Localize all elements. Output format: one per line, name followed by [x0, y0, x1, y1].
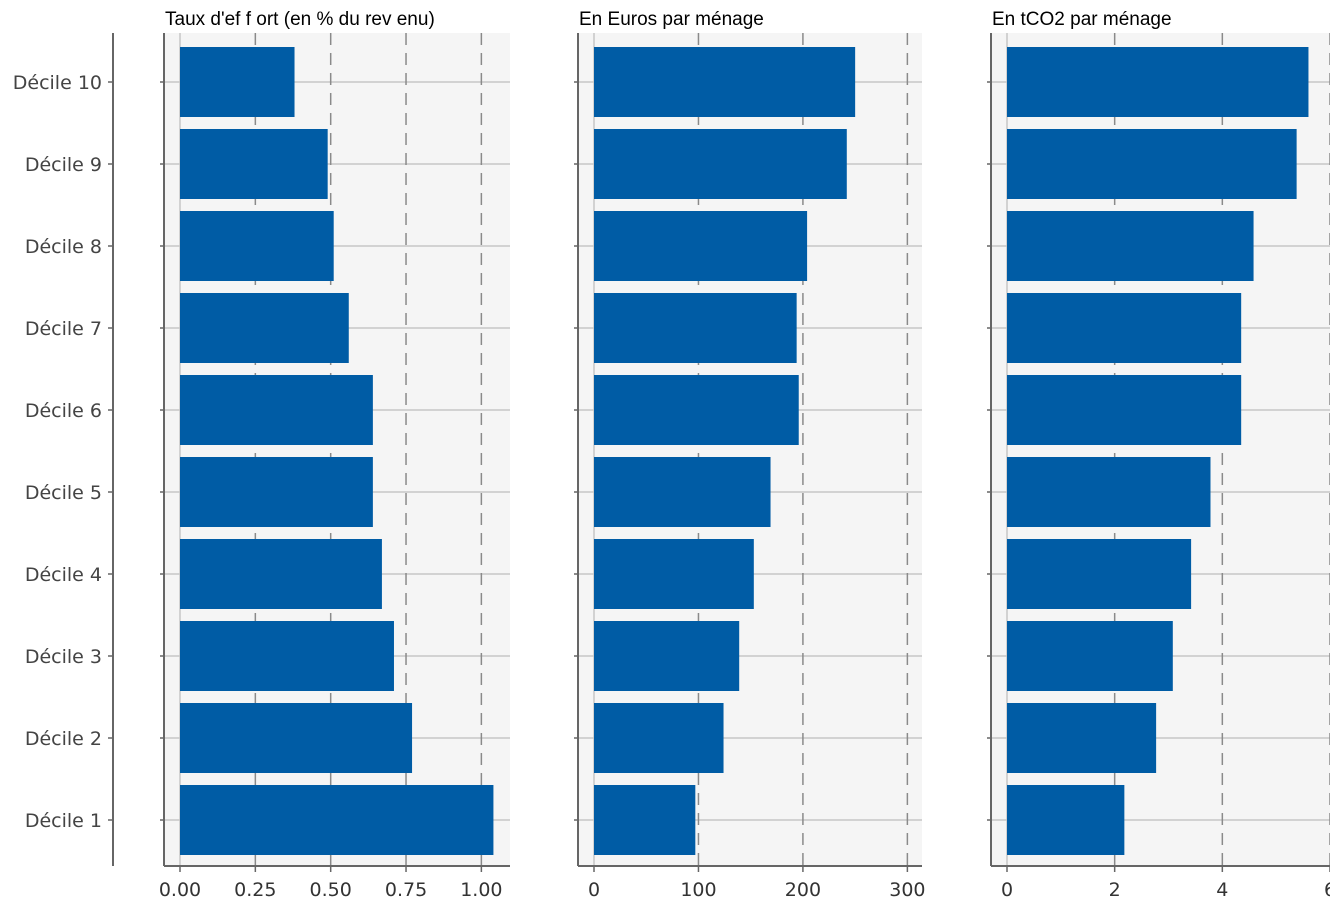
bar: [1007, 129, 1297, 199]
category-label: Décile 1: [25, 810, 102, 832]
x-tick-label: 0.25: [234, 879, 276, 901]
x-tick-label: 4: [1216, 879, 1228, 901]
bar: [180, 621, 394, 691]
bar: [1007, 375, 1242, 445]
bar: [594, 129, 847, 199]
bar: [180, 457, 373, 527]
category-label: Décile 4: [25, 564, 102, 586]
bar: [1007, 703, 1157, 773]
bar: [180, 211, 334, 281]
bar: [594, 375, 799, 445]
bar: [180, 129, 328, 199]
bar: [1007, 785, 1125, 855]
x-tick-label: 6: [1324, 879, 1330, 901]
bar: [1007, 539, 1192, 609]
bar: [1007, 211, 1254, 281]
x-tick-label: 1.00: [460, 879, 502, 901]
bar: [180, 785, 494, 855]
x-tick-label: 100: [680, 879, 716, 901]
x-tick-label: 0: [1001, 879, 1013, 901]
panel-title: En Euros par ménage: [579, 9, 764, 30]
category-label: Décile 7: [25, 318, 102, 340]
bar: [1007, 47, 1309, 117]
bar: [180, 539, 382, 609]
bar: [594, 47, 856, 117]
bar: [180, 293, 349, 363]
category-label: Décile 2: [25, 728, 102, 750]
bar: [1007, 621, 1173, 691]
x-tick-label: 2: [1109, 879, 1121, 901]
category-label: Décile 10: [13, 72, 102, 94]
bar: [594, 211, 808, 281]
bar: [1007, 293, 1242, 363]
category-label: Décile 5: [25, 482, 102, 504]
bar: [594, 457, 771, 527]
bar: [180, 703, 413, 773]
bar: [594, 293, 797, 363]
category-label: Décile 3: [25, 646, 102, 668]
x-tick-label: 200: [785, 879, 821, 901]
bar: [594, 621, 740, 691]
panel-title: Taux d'ef f ort (en % du rev enu): [165, 9, 435, 30]
category-label: Décile 6: [25, 400, 102, 422]
x-tick-label: 0.50: [310, 879, 352, 901]
panel-title: En tCO2 par ménage: [992, 9, 1172, 30]
bar: [594, 539, 754, 609]
category-label: Décile 9: [25, 154, 102, 176]
bar: [180, 375, 373, 445]
x-tick-label: 0.00: [159, 879, 201, 901]
x-tick-label: 0.75: [385, 879, 427, 901]
bar: [1007, 457, 1211, 527]
x-tick-label: 0: [588, 879, 600, 901]
x-tick-label: 300: [889, 879, 925, 901]
bar: [594, 703, 724, 773]
bar: [594, 785, 696, 855]
category-label: Décile 8: [25, 236, 102, 258]
bar: [180, 47, 295, 117]
